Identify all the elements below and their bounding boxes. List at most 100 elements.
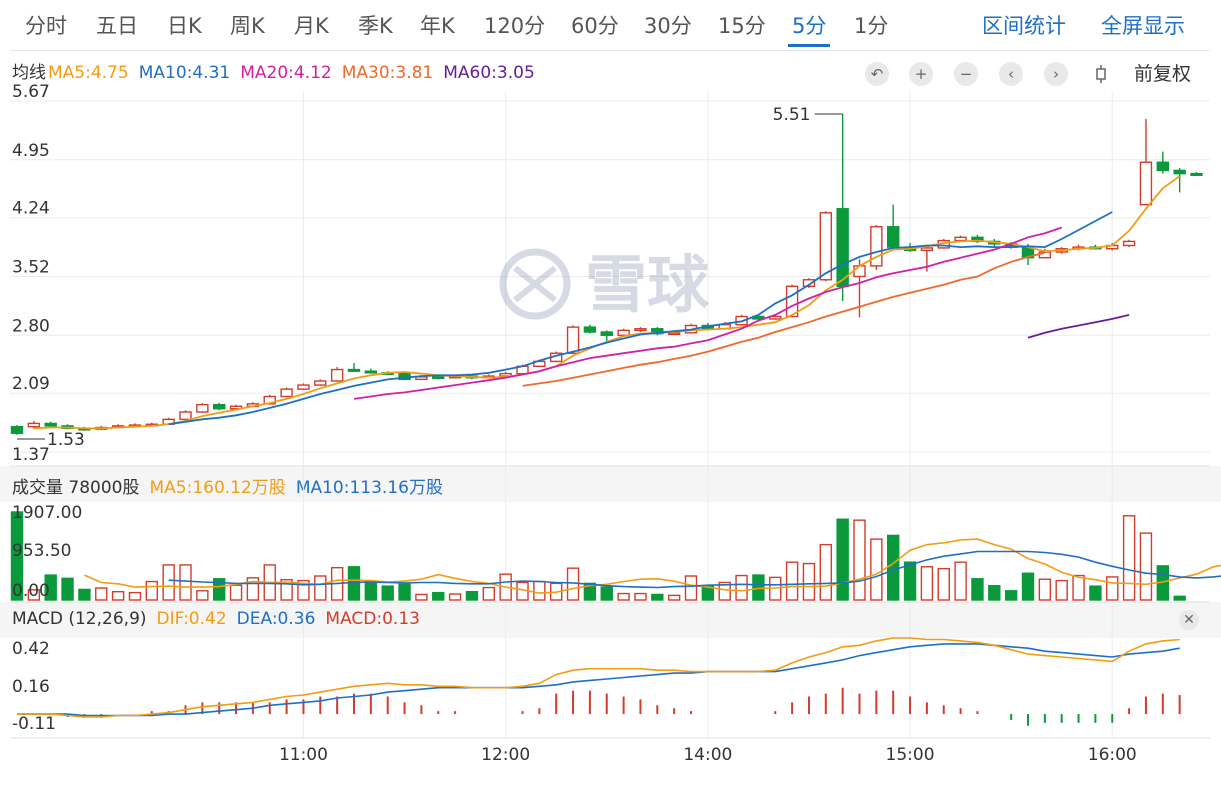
candle [870,225,883,270]
macd-legend-bar [0,602,1221,638]
candle-body [44,422,57,427]
price-tick-label: 1.37 [12,445,50,465]
candle-body [887,226,900,248]
time-tick-label: 11:00 [279,745,328,765]
candle [819,211,832,282]
tab-周K[interactable]: 周K [230,14,265,38]
candle [1173,167,1186,193]
ma5-value: MA5:4.75 [48,63,129,83]
close-icon[interactable]: ✕ [1179,610,1199,630]
volume-legend: 成交量 78000股 MA5:160.12万股 MA10:113.16万股 [12,473,453,498]
volume-bar [887,534,900,601]
candle [1122,239,1136,248]
time-tick-label: 15:00 [886,745,935,765]
candle [347,363,361,373]
candle-body [196,403,209,413]
volume-bar [78,588,91,601]
minus-icon[interactable]: − [954,62,978,86]
time-tick-label: 14:00 [683,745,732,765]
volume-bar [870,538,883,601]
volume-bar [482,586,495,601]
tab-年K[interactable]: 年K [420,14,455,38]
volume-ma5-line [84,538,1221,594]
candle [196,403,209,413]
volume-tick-label: 0.00 [12,581,50,601]
fullscreen-link[interactable]: 全屏显示 [1101,14,1185,38]
chevron-right-icon[interactable]: › [1044,62,1068,86]
adjust-mode-label[interactable]: 前复权 [1134,63,1192,85]
chevron-left-icon[interactable]: ‹ [999,62,1023,86]
volume-bar [381,585,394,601]
candle [785,284,799,318]
tab-五日[interactable]: 五日 [96,14,138,38]
undo-icon[interactable]: ↶ [865,62,889,86]
volume-bar [44,574,57,601]
tab-120分[interactable]: 120分 [484,14,546,38]
candle-body [617,329,630,336]
candle [44,421,57,428]
volume-bar [179,564,192,601]
dea-line [17,643,1180,717]
volume-bar [651,593,664,601]
macd-legend: MACD (12,26,9) DIF:0.42 DEA:0.36 MACD:0.13 [12,609,430,629]
candle-body [27,422,41,428]
price-tick-label: 4.24 [12,199,50,219]
volume-bar [297,579,310,601]
period-tabs: 分时 五日 日K 周K 月K 季K 年K 120分 60分 30分 15分 5分 1分 区间统计 全屏显示 [0,0,1221,48]
tab-月K[interactable]: 月K [294,14,329,38]
candle [27,420,41,429]
volume-bar [971,578,984,601]
candle [887,204,900,250]
volume-bar [1038,578,1052,601]
candle [1190,172,1203,177]
ma-line-ma10 [168,211,1113,426]
volume-bar [684,575,698,601]
volume-bar [533,580,546,601]
volume-ma10-line [168,550,1221,589]
ma-line-ma20 [353,226,1062,400]
candle-body [330,368,344,382]
candle-body [819,212,832,281]
candle [297,383,310,390]
volume-bar [280,578,293,601]
tab-5分[interactable]: 5分 [792,14,827,38]
candle [10,425,24,435]
tab-1分[interactable]: 1分 [854,14,889,38]
volume-tick-label: 953.50 [12,541,71,561]
candle-body [566,326,580,354]
volume-bar [701,585,715,601]
candle-body [297,384,310,390]
candle-body [1139,161,1153,206]
volume-bar [448,593,462,601]
tab-30分[interactable]: 30分 [644,14,692,38]
tab-日K[interactable]: 日K [167,14,202,38]
volume-bar [954,561,967,601]
volume-bar [566,567,580,601]
volume-bar [145,580,159,601]
candlestick-icon[interactable] [1089,62,1113,86]
price-tick-label: 5.67 [12,82,50,102]
volume-bar [1072,574,1085,601]
candle [314,379,327,386]
volume-ma10: MA10:113.16万股 [295,478,443,498]
range-stats-link[interactable]: 区间统计 [982,14,1066,38]
volume-tick-label: 1907.00 [12,503,82,523]
volume-bar [229,584,243,601]
candle-body [954,236,967,242]
volume-bar [583,582,597,601]
tab-分时[interactable]: 分时 [25,14,67,38]
volume-bar [836,518,849,601]
candle-body [870,226,883,267]
volume-bar [819,543,832,601]
price-tick-label: 2.80 [12,316,50,336]
tab-季K[interactable]: 季K [358,14,393,38]
candle [634,327,647,333]
tab-60分[interactable]: 60分 [571,14,619,38]
plus-icon[interactable]: + [909,62,933,86]
ma30-value: MA30:3.81 [341,63,434,83]
ma-line-ma60 [1027,314,1130,339]
candle-body [212,403,226,410]
ma20-value: MA20:4.12 [240,63,332,83]
tab-15分[interactable]: 15分 [718,14,766,38]
